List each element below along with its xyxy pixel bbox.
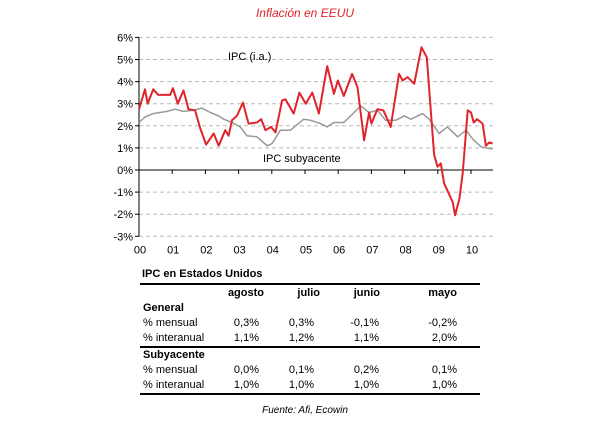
y-tick-label: 1% [117, 143, 133, 155]
row-label: % mensual [143, 364, 198, 376]
table-rule-top [140, 283, 480, 285]
y-tick-label: -2% [113, 209, 133, 221]
col-header: julio [297, 287, 320, 299]
cell: 0,1% [431, 364, 457, 376]
cell: 0,2% [353, 364, 379, 376]
x-tick-label: 03 [233, 244, 245, 256]
group-label: General [143, 302, 184, 314]
cell: -0,2% [428, 317, 457, 329]
cell: 2,0% [431, 332, 457, 344]
y-tick-label: 3% [117, 99, 133, 111]
y-tick-label: 0% [117, 165, 133, 177]
cell: 1,0% [233, 379, 259, 391]
x-tick-label: 01 [167, 244, 179, 256]
x-tick-label: 09 [433, 244, 445, 256]
row-label: % interanual [143, 332, 205, 344]
series-ipc-line [138, 46, 493, 217]
x-tick-label: 04 [267, 244, 279, 256]
x-tick-label: 10 [466, 244, 478, 256]
line-chart: -3% -2% -1% 0% 1% 2% 3% 4% 5% 6% 00 01 02 03 04 05 06 07 0… [113, 32, 493, 256]
x-tick-label: 02 [200, 244, 212, 256]
x-tick-label: 05 [300, 244, 312, 256]
table-rule-bottom [140, 393, 480, 395]
cell: 0,3% [233, 317, 259, 329]
series-label-ipc: IPC (i.a.) [228, 51, 271, 63]
y-tick-label: 6% [117, 32, 133, 44]
cell: 1,1% [353, 332, 379, 344]
col-header: mayo [428, 287, 457, 299]
y-tick-label: 2% [117, 121, 133, 133]
row-label: % interanual [143, 379, 205, 391]
cell: 1,2% [288, 332, 314, 344]
y-tick-label: 5% [117, 55, 133, 67]
cell: 0,3% [288, 317, 314, 329]
y-tick-label: -1% [113, 187, 133, 199]
source-note: Fuente: Afi, Ecowin [262, 405, 348, 416]
series-subyacente-line [138, 105, 493, 150]
table-title: IPC en Estados Unidos [142, 268, 263, 280]
group-label: Subyacente [143, 349, 205, 361]
x-tick-label: 00 [134, 244, 146, 256]
cell: 1,1% [233, 332, 259, 344]
table-rule-mid [140, 346, 480, 348]
chart-title: Inflación en EEUU [255, 6, 355, 20]
cell: 1,0% [353, 379, 379, 391]
cell: 1,0% [431, 379, 457, 391]
col-header: agosto [227, 287, 264, 299]
cell: 0,1% [288, 364, 314, 376]
row-label: % mensual [143, 317, 198, 329]
x-tick-label: 07 [366, 244, 378, 256]
series-label-subyacente: IPC subyacente [263, 153, 341, 165]
y-tick-label: -3% [113, 231, 133, 243]
x-tick-label: 08 [399, 244, 411, 256]
cell: -0,1% [350, 317, 379, 329]
col-header: junio [353, 287, 380, 299]
y-tick-label: 4% [117, 77, 133, 89]
cell: 1,0% [288, 379, 314, 391]
cell: 0,0% [233, 364, 259, 376]
x-tick-label: 06 [333, 244, 345, 256]
